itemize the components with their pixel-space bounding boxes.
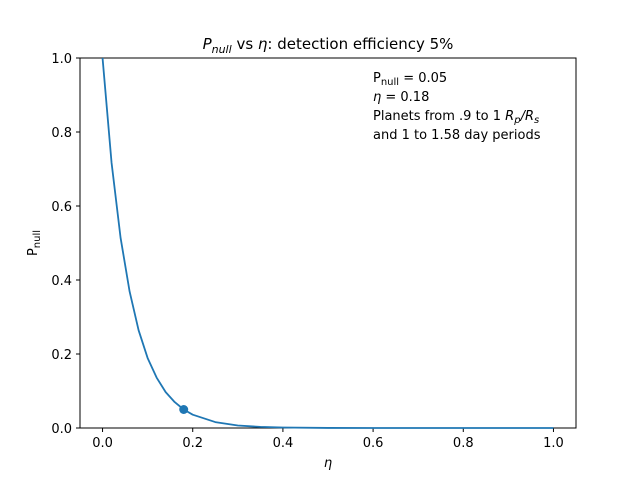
annot-eta-value: = 0.18 <box>381 90 429 105</box>
title-vs: vs <box>232 35 258 53</box>
y-tick-label: 0.8 <box>51 126 72 141</box>
annotation-line-1: Pnull = 0.05 <box>373 71 447 88</box>
annotation-box: Pnull = 0.05 η = 0.18 Planets from .9 to… <box>373 71 541 143</box>
annotation-line-3: Planets from .9 to 1 Rp/Rs <box>373 109 539 126</box>
y-axis-label: Pnull <box>26 230 43 256</box>
x-tick-label: 0.0 <box>92 436 113 451</box>
title-p-sub: null <box>212 43 232 56</box>
annot-p-sub: null <box>381 77 399 88</box>
title-eta: η <box>258 35 268 53</box>
y-tick-label: 0.6 <box>51 200 72 215</box>
title-p: P <box>203 35 213 53</box>
annot-p: P <box>373 71 381 86</box>
annot-p-value: = 0.05 <box>399 71 447 86</box>
x-tick-label: 0.8 <box>453 436 474 451</box>
x-axis-label: η <box>324 456 332 471</box>
ylabel-p: P <box>26 248 41 256</box>
annot-rp-sub: p <box>513 115 520 126</box>
annot-rs-sub: s <box>534 115 539 126</box>
x-tick-label: 0.4 <box>273 436 294 451</box>
annotation-line-4: and 1 to 1.58 day periods <box>373 128 541 143</box>
title-rest: : detection efficiency 5% <box>267 35 453 53</box>
series-layer <box>101 57 554 429</box>
chart-title: Pnull vs η: detection efficiency 5% <box>203 35 454 56</box>
ylabel-sub: null <box>32 230 43 248</box>
x-tick-label: 0.2 <box>182 436 203 451</box>
x-axis-ticks: 0.0 0.2 0.4 0.6 0.8 1.0 <box>92 428 564 451</box>
detection-point-marker <box>179 405 189 414</box>
y-axis-ticks: 0.0 0.2 0.4 0.6 0.8 1.0 <box>51 52 80 437</box>
pnull-curve <box>101 57 554 429</box>
y-tick-label: 0.2 <box>51 348 72 363</box>
y-tick-label: 0.4 <box>51 274 72 289</box>
x-tick-label: 1.0 <box>543 436 564 451</box>
y-tick-label: 0.0 <box>51 422 72 437</box>
annot-eta: η <box>373 90 381 105</box>
y-tick-label: 1.0 <box>51 52 72 67</box>
annot-planets-prefix: Planets from .9 to 1 <box>373 109 505 124</box>
annot-rs: R <box>525 109 534 124</box>
annotation-line-2: η = 0.18 <box>373 90 429 105</box>
x-tick-label: 0.6 <box>363 436 384 451</box>
annot-slash: / <box>520 109 527 124</box>
annot-rp: R <box>505 109 514 124</box>
